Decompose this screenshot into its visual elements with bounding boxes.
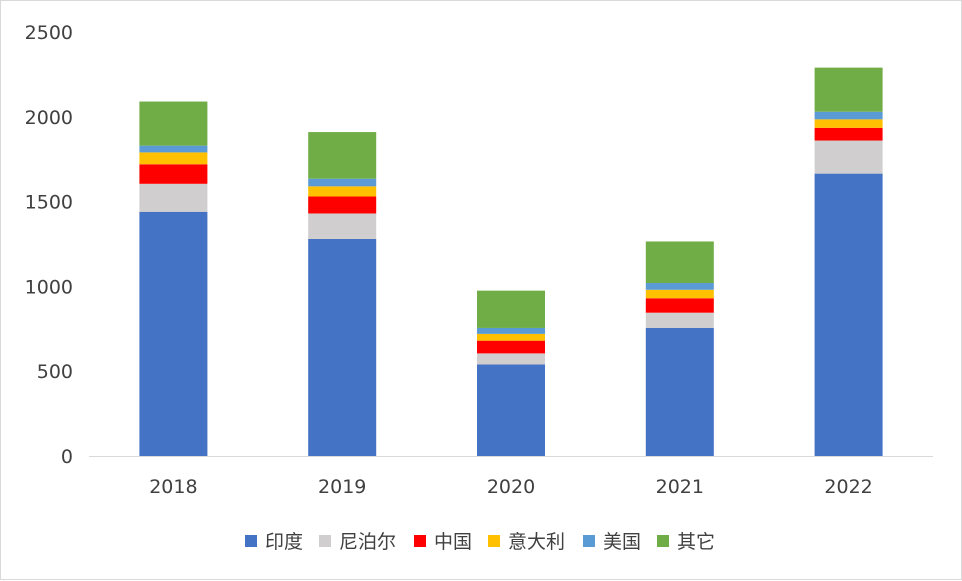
bar-segment-2020-4: [477, 333, 545, 341]
bar-segment-2022-6: [814, 67, 883, 112]
legend-swatch: [319, 535, 331, 547]
legend-item: 美国: [583, 531, 641, 553]
bar-segment-2019-5: [308, 178, 377, 187]
bar-segment-2021-6: [645, 241, 714, 284]
bar-segment-2019-3: [308, 196, 377, 214]
legend-item: 中国: [414, 531, 472, 553]
legend-label: 其它: [677, 531, 715, 553]
bar-segment-2022-4: [814, 119, 883, 128]
bar-segment-2022-3: [814, 127, 883, 141]
bar-segment-2021-3: [645, 298, 714, 313]
x-axis: 2018 2019 2020 2021 2022: [89, 456, 933, 498]
bar-segment-2022-5: [814, 111, 883, 120]
bar-segment-2019-2: [308, 213, 377, 239]
y-tick-label: 2000: [25, 107, 73, 129]
bar-segment-2020-5: [477, 327, 545, 334]
bar-segment-2019-1: [308, 238, 377, 456]
bar-segment-2022-2: [814, 140, 883, 174]
bar-segment-2018-4: [139, 152, 208, 165]
y-tick-label: 1500: [25, 192, 73, 214]
x-tick-label: 2018: [149, 476, 197, 498]
bar-stack-2021: [645, 241, 714, 456]
legend-item: 意大利: [488, 531, 565, 553]
bar-segment-2021-2: [645, 312, 714, 328]
legend-swatch: [414, 535, 426, 547]
legend-item: 尼泊尔: [319, 531, 396, 553]
bar-stack-2018: [139, 101, 208, 456]
y-tick-label: 1000: [25, 276, 73, 298]
bar-segment-2018-3: [139, 164, 208, 184]
legend-swatch: [245, 535, 257, 547]
legend-label: 尼泊尔: [339, 531, 396, 553]
bar-segment-2019-6: [308, 132, 377, 179]
legend-label: 意大利: [508, 531, 565, 553]
bar-segment-2018-6: [139, 101, 208, 146]
legend-swatch: [583, 535, 595, 547]
y-tick-label: 500: [37, 361, 73, 383]
bar-stacks: [139, 67, 883, 456]
x-tick-label: 2021: [656, 476, 704, 498]
bar-stack-2019: [308, 132, 377, 456]
x-tick-label: 2019: [318, 476, 366, 498]
legend-swatch: [488, 535, 500, 547]
legend-item: 其它: [657, 531, 715, 553]
y-axis: 0 500 1000 1500 2000 2500: [25, 22, 73, 468]
bar-segment-2020-6: [477, 290, 545, 328]
x-tick-label: 2020: [487, 476, 535, 498]
bar-stack-2020: [477, 290, 545, 456]
bar-segment-2020-3: [477, 340, 545, 354]
bar-segment-2019-4: [308, 186, 377, 197]
bar-segment-2020-1: [477, 364, 545, 456]
legend-item: 印度: [245, 531, 303, 553]
bar-segment-2021-5: [645, 283, 714, 290]
bar-segment-2018-2: [139, 183, 208, 212]
legend-swatch: [657, 535, 669, 547]
legend-label: 美国: [603, 531, 641, 553]
bar-segment-2018-5: [139, 145, 208, 153]
bar-segment-2018-1: [139, 211, 208, 456]
bar-segment-2022-1: [814, 173, 883, 456]
y-tick-label: 0: [61, 446, 73, 468]
bar-segment-2021-4: [645, 289, 714, 299]
bar-segment-2021-1: [645, 327, 714, 456]
y-tick-label: 2500: [25, 22, 73, 44]
legend: 印度 尼泊尔 中国 意大利 美国 其它: [245, 531, 715, 553]
bar-segment-2020-2: [477, 353, 545, 365]
legend-label: 中国: [434, 531, 472, 553]
x-tick-label: 2022: [824, 476, 872, 498]
bar-stack-2022: [814, 67, 883, 456]
legend-label: 印度: [265, 531, 303, 553]
